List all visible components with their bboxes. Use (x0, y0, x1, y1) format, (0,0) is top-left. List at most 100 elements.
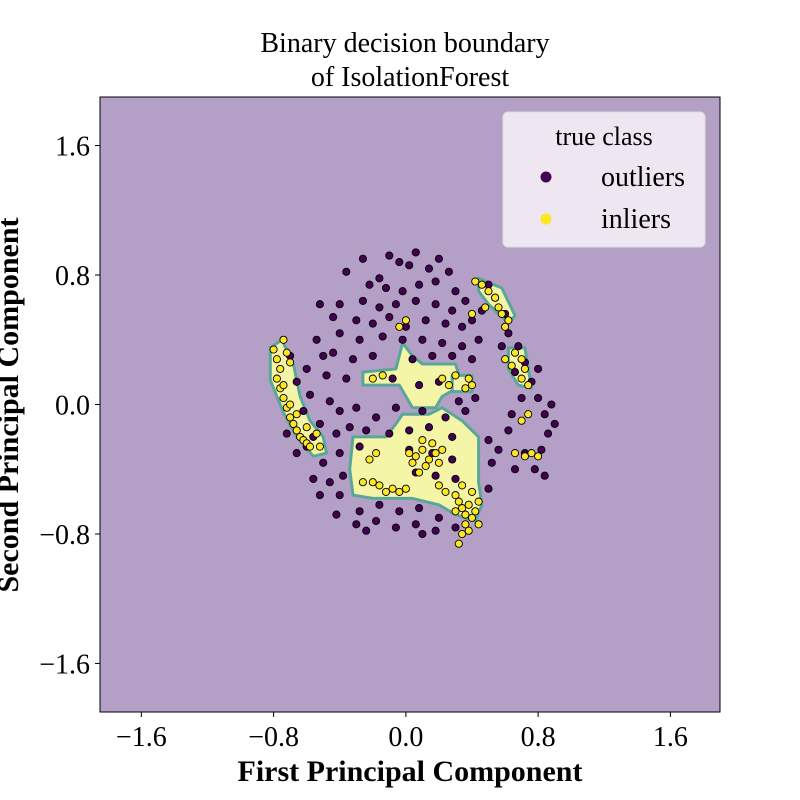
x-tick-label-3: 0.8 (521, 722, 556, 753)
point-inliers-40 (501, 322, 510, 331)
point-outliers-54 (418, 406, 427, 416)
point-outliers-52 (372, 413, 381, 422)
x-tick-label-0: −1.6 (116, 722, 167, 753)
point-outliers-25 (335, 329, 344, 338)
point-inliers-77 (434, 481, 443, 490)
y-tick-label-4: −1.6 (39, 649, 90, 680)
point-inliers-88 (458, 529, 467, 539)
point-outliers-116 (517, 393, 526, 403)
point-inliers-25 (395, 322, 404, 331)
point-outliers-12 (358, 296, 367, 305)
point-outliers-94 (484, 436, 493, 445)
point-inliers-71 (381, 487, 391, 496)
point-outliers-71 (448, 455, 457, 464)
point-inliers-49 (524, 410, 533, 419)
point-inliers-93 (474, 497, 483, 506)
point-outliers-138 (474, 335, 483, 344)
point-inliers-86 (474, 520, 483, 529)
point-inliers-43 (520, 364, 529, 373)
point-inliers-22 (315, 442, 324, 451)
point-inliers-3 (272, 374, 281, 383)
point-outliers-86 (352, 520, 361, 529)
point-inliers-35 (484, 287, 493, 296)
point-outliers-61 (385, 429, 394, 438)
point-outliers-82 (395, 507, 404, 516)
point-inliers-57 (411, 452, 420, 461)
point-outliers-90 (431, 526, 440, 535)
y-tick-label-3: −0.8 (39, 520, 90, 551)
point-inliers-56 (405, 449, 414, 458)
point-outliers-1 (375, 274, 384, 283)
point-inliers-13 (305, 442, 315, 451)
legend-label-inliers: inliers (601, 204, 671, 235)
point-outliers-39 (467, 355, 477, 364)
y-tick-label-0: 1.6 (55, 132, 90, 163)
point-inliers-20 (302, 423, 311, 432)
point-outliers-84 (434, 513, 443, 522)
point-outliers-72 (309, 474, 318, 483)
point-outliers-56 (461, 406, 470, 416)
point-outliers-99 (510, 465, 520, 474)
point-inliers-7 (286, 413, 295, 422)
point-inliers-51 (527, 449, 536, 458)
point-inliers-66 (438, 445, 447, 454)
point-outliers-66 (319, 458, 328, 467)
point-outliers-28 (398, 335, 407, 344)
point-outliers-78 (315, 491, 324, 500)
point-inliers-63 (428, 439, 437, 448)
point-outliers-123 (292, 377, 301, 386)
point-inliers-76 (372, 449, 381, 458)
point-inliers-36 (491, 293, 500, 302)
point-outliers-83 (415, 504, 424, 513)
point-inliers-0 (269, 345, 278, 354)
point-inliers-1 (272, 355, 281, 364)
point-outliers-46 (454, 397, 463, 406)
point-inliers-62 (408, 458, 417, 467)
point-inliers-84 (467, 513, 477, 522)
point-outliers-74 (338, 471, 348, 480)
point-inliers-46 (501, 355, 510, 364)
point-inliers-58 (418, 445, 427, 454)
point-outliers-8 (398, 287, 407, 296)
point-outliers-27 (378, 332, 387, 341)
point-outliers-26 (355, 335, 364, 344)
point-inliers-72 (388, 484, 397, 493)
legend-box (502, 111, 706, 248)
point-inliers-37 (494, 303, 503, 312)
point-outliers-33 (329, 348, 338, 357)
point-outliers-118 (534, 364, 543, 373)
point-inliers-32 (461, 384, 470, 393)
point-inliers-70 (358, 478, 367, 487)
point-outliers-32 (312, 335, 321, 344)
point-inliers-65 (418, 436, 427, 445)
point-inliers-42 (517, 355, 526, 364)
point-outliers-105 (534, 393, 543, 403)
point-inliers-89 (454, 539, 463, 548)
y-tick-label-2: 0.0 (55, 391, 90, 422)
point-inliers-87 (461, 520, 470, 529)
point-inliers-94 (464, 526, 473, 535)
point-outliers-114 (497, 342, 506, 351)
point-outliers-88 (391, 523, 400, 532)
point-inliers-34 (477, 280, 486, 289)
point-outliers-81 (375, 500, 384, 509)
point-outliers-53 (391, 403, 400, 412)
point-inliers-38 (497, 309, 506, 318)
point-inliers-59 (424, 455, 434, 464)
point-inliers-44 (517, 374, 526, 383)
point-outliers-59 (345, 423, 354, 432)
legend-label-outliers: outliers (601, 162, 685, 193)
point-inliers-81 (458, 504, 467, 513)
point-inliers-45 (524, 381, 533, 390)
legend-marker-outliers (540, 171, 552, 183)
point-outliers-95 (487, 458, 496, 467)
point-inliers-26 (401, 316, 410, 325)
point-outliers-96 (484, 484, 493, 493)
point-outliers-18 (352, 316, 361, 325)
point-outliers-104 (540, 410, 549, 419)
point-outliers-130 (315, 300, 324, 309)
point-outliers-89 (411, 520, 420, 529)
point-outliers-30 (438, 338, 447, 348)
point-inliers-5 (279, 393, 288, 403)
point-outliers-79 (335, 491, 344, 500)
